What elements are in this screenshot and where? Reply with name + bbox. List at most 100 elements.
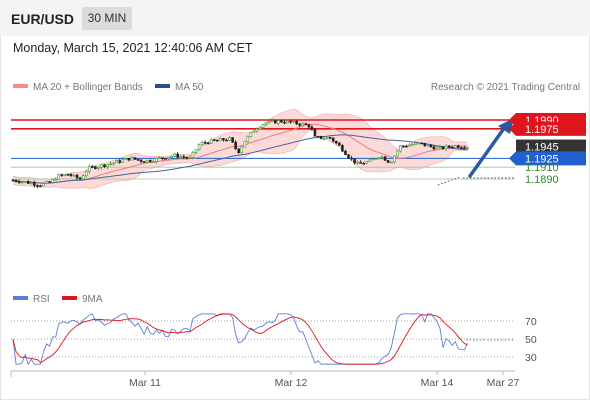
candle-body xyxy=(176,153,179,158)
candle-body xyxy=(322,137,326,140)
candle-body xyxy=(365,161,369,164)
candle-body xyxy=(331,137,335,142)
candle-body xyxy=(438,146,442,148)
ma50-legend-label: MA 50 xyxy=(175,82,204,93)
candle-body xyxy=(243,141,247,148)
candle-body xyxy=(325,136,329,139)
candle-body xyxy=(350,157,353,160)
candle-body xyxy=(456,145,460,148)
rsi-line xyxy=(12,313,468,366)
candle-body xyxy=(87,166,91,172)
candle-body xyxy=(374,158,378,160)
ma50-line xyxy=(12,134,468,184)
candle-body xyxy=(368,159,372,162)
level-label-box xyxy=(516,151,586,166)
candle-body xyxy=(152,161,155,163)
candle-body xyxy=(237,148,240,154)
candle-body xyxy=(20,181,24,184)
candle-body xyxy=(411,144,414,146)
chart-header: EUR/USD 30 MIN xyxy=(0,0,590,36)
candle-body xyxy=(301,123,305,126)
candle-body xyxy=(66,173,70,176)
candle-body xyxy=(60,174,64,176)
ma20-legend-swatch xyxy=(13,84,28,88)
candle-body xyxy=(460,147,463,149)
candle-body xyxy=(338,142,341,146)
candle-body xyxy=(429,144,433,148)
candle-body xyxy=(234,141,237,150)
candle-body xyxy=(417,142,420,145)
candle-body xyxy=(426,144,430,147)
level-label: 1.1925 xyxy=(525,153,559,165)
level-label-box xyxy=(516,121,586,136)
candle-body xyxy=(423,142,427,147)
candle-body xyxy=(313,129,317,137)
candle-body xyxy=(145,160,149,163)
candle-body xyxy=(222,138,225,141)
candle-body xyxy=(267,120,271,124)
rsi-legend-label: RSI xyxy=(33,294,50,305)
candle-body xyxy=(258,127,262,130)
candle-body xyxy=(289,120,292,123)
candle-body xyxy=(362,163,366,165)
candle-body xyxy=(11,179,15,182)
candle-body xyxy=(432,146,436,150)
candle-body xyxy=(14,179,18,182)
candle-body xyxy=(45,181,48,184)
candle-body xyxy=(450,146,454,149)
candle-body xyxy=(286,120,289,124)
candle-body xyxy=(371,158,375,161)
trend-dotted-line xyxy=(437,176,461,186)
candle-body xyxy=(97,167,100,169)
candle-body xyxy=(75,174,79,179)
candle-body xyxy=(167,157,170,160)
candle-body xyxy=(63,173,67,176)
candle-body xyxy=(118,160,122,163)
candle-body xyxy=(136,159,140,161)
candle-body xyxy=(334,140,338,144)
candle-body xyxy=(203,141,207,144)
candle-body xyxy=(399,145,402,152)
candle-body xyxy=(347,154,350,159)
candle-body xyxy=(115,160,118,164)
candle-body xyxy=(405,145,408,148)
candle-body xyxy=(420,142,424,145)
candle-body xyxy=(139,159,143,162)
candle-body xyxy=(453,145,457,148)
rsi-70-label: 70 xyxy=(525,316,537,328)
candle-body xyxy=(200,141,204,146)
projection-arrow-head xyxy=(498,118,514,134)
candle-body xyxy=(182,156,186,158)
copyright-text: Research © 2021 Trading Central xyxy=(431,82,580,93)
candle-body xyxy=(359,161,363,164)
rsi-ma-legend-swatch xyxy=(62,296,77,300)
candle-body xyxy=(383,156,387,161)
bollinger-lower-line xyxy=(12,129,468,189)
candle-body xyxy=(185,156,189,159)
candle-body xyxy=(280,120,283,123)
candle-body xyxy=(42,183,45,187)
candle-body xyxy=(466,147,469,149)
candle-body xyxy=(148,160,152,162)
candle-body xyxy=(240,146,244,154)
x-label-mar11: Mar 11 xyxy=(129,377,161,389)
candle-body xyxy=(57,174,61,180)
candle-body xyxy=(121,159,125,163)
candle-body xyxy=(444,145,448,150)
candle-body xyxy=(191,151,195,158)
level-label: 1.1945 xyxy=(525,142,559,154)
candle-body xyxy=(356,161,359,164)
candle-body xyxy=(100,164,103,168)
candle-body xyxy=(319,136,323,139)
candle-body xyxy=(246,136,250,142)
timeframe-button[interactable]: 30 MIN xyxy=(82,7,132,30)
candle-body xyxy=(173,153,176,157)
chart-datetime: Monday, March 15, 2021 12:40:06 AM CET xyxy=(13,41,253,55)
candle-body xyxy=(206,142,210,145)
candle-body xyxy=(133,157,137,160)
candle-body xyxy=(39,185,42,188)
candle-body xyxy=(341,145,344,152)
rsi-30-label: 30 xyxy=(525,352,537,364)
